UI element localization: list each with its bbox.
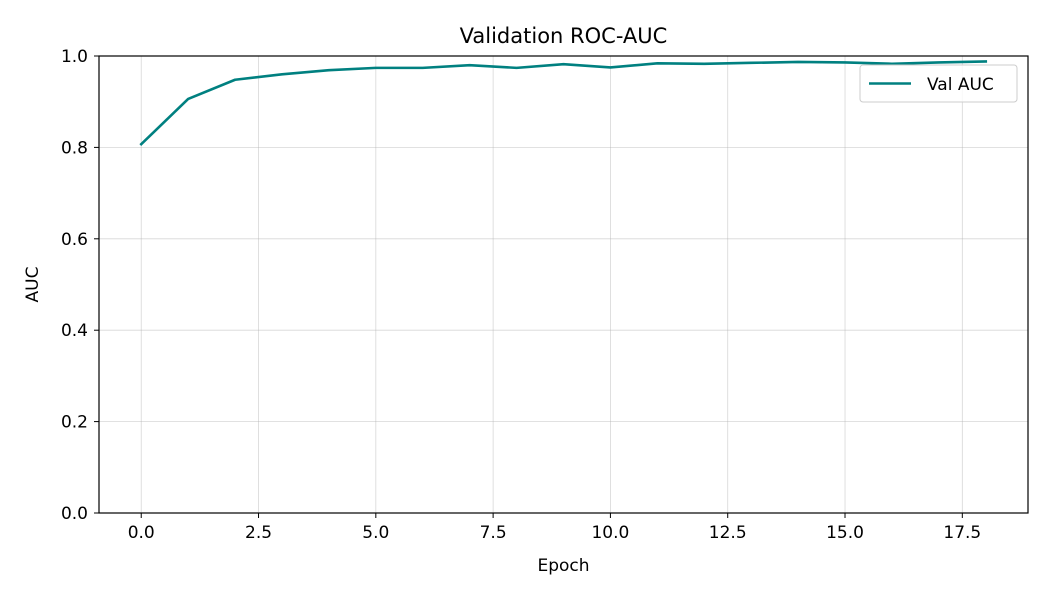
data-point — [187, 98, 190, 101]
series-line-val-auc — [139, 60, 988, 147]
data-point — [468, 64, 471, 67]
data-point — [984, 60, 987, 63]
y-tick-label: 0.6 — [61, 230, 88, 250]
legend: Val AUC — [859, 64, 1018, 103]
legend-box — [859, 64, 1018, 103]
x-tick-label: 2.5 — [245, 523, 272, 543]
y-tick-label: 0.8 — [61, 138, 88, 158]
y-tick-label: 0.4 — [61, 321, 88, 341]
data-point — [515, 67, 518, 70]
y-tick-label: 1.0 — [61, 47, 88, 67]
data-point — [656, 62, 659, 65]
data-point — [140, 143, 143, 146]
x-tick-label: 0.0 — [128, 523, 155, 543]
chart-title: Validation ROC-AUC — [460, 24, 668, 48]
data-point — [562, 63, 565, 66]
y-tick-label: 0.2 — [61, 413, 88, 433]
data-point — [234, 78, 237, 81]
series-layer — [139, 60, 988, 147]
x-tick-label: 17.5 — [943, 523, 981, 543]
legend-label: Val AUC — [927, 75, 994, 95]
y-tick-label: 0.0 — [61, 504, 88, 524]
data-point — [421, 67, 424, 70]
data-point — [375, 67, 378, 70]
x-tick-label: 5.0 — [362, 523, 389, 543]
data-point — [797, 61, 800, 64]
y-axis-title: AUC — [23, 267, 43, 303]
data-point — [703, 62, 706, 65]
data-point — [844, 61, 847, 64]
x-tick-label: 7.5 — [480, 523, 507, 543]
x-tick-label: 10.0 — [591, 523, 629, 543]
data-point — [609, 66, 612, 69]
data-point — [938, 61, 941, 64]
plot-frame — [98, 55, 1029, 514]
x-tick-label: 12.5 — [709, 523, 747, 543]
data-point — [750, 62, 753, 65]
x-axis-title: Epoch — [537, 556, 589, 576]
data-point — [328, 69, 331, 72]
ticks: 0.0 2.5 5.0 7.5 10.0 12.5 15.0 17.5 0.0 0.2 0.4 0.6… — [61, 47, 981, 543]
x-tick-label: 15.0 — [826, 523, 864, 543]
data-point — [281, 73, 284, 76]
